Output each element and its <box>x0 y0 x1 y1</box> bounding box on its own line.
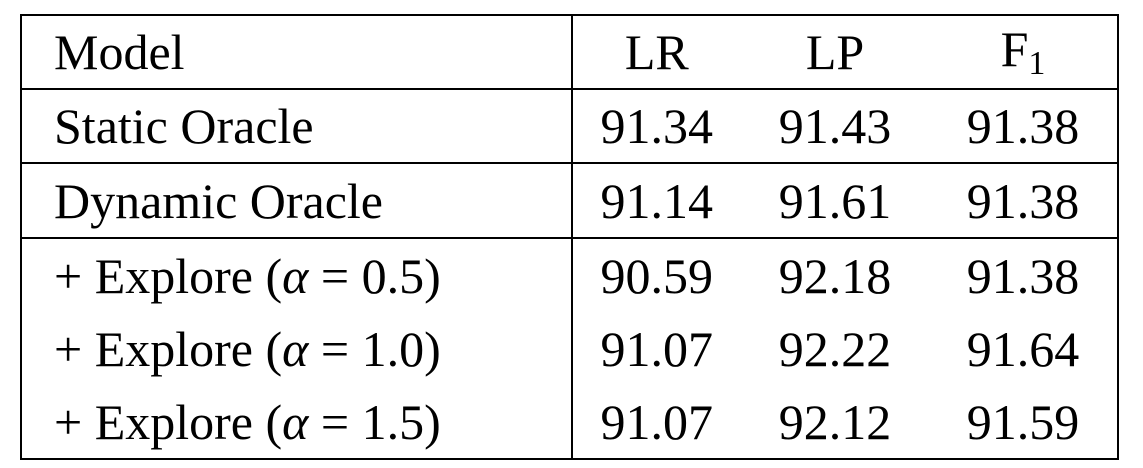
lr-value: 91.34 <box>571 89 742 164</box>
alpha-value: 0.5 <box>361 247 425 304</box>
lp-value: 92.22 <box>778 320 892 377</box>
alpha-value: 1.5 <box>361 393 425 450</box>
model-name: + Explore (α = 0.5) <box>21 238 573 312</box>
header-f1-subscript: 1 <box>1028 44 1046 82</box>
lp-value: 91.43 <box>741 89 929 164</box>
f1-value: 91.38 <box>928 163 1118 239</box>
header-lp: LP <box>741 15 929 90</box>
alpha-symbol: α <box>282 393 309 450</box>
equals-sign: = <box>308 320 362 377</box>
alpha-symbol: α <box>282 247 309 304</box>
table-row: Static Oracle 91.34 91.43 91.38 <box>21 89 1118 164</box>
table-row: + Explore (α = 1.5) 91.07 92.12 91.59 <box>21 385 1118 459</box>
alpha-symbol: α <box>282 320 309 377</box>
model-name: + Explore (α = 1.0) <box>21 312 573 385</box>
lr-value: 91.14 <box>571 163 742 239</box>
f1-value: 91.38 <box>966 247 1080 304</box>
table-row: + Explore (α = 1.0) 91.07 92.22 91.64 <box>21 312 1118 385</box>
model-prefix: + Explore ( <box>54 320 283 377</box>
results-table: Model LR LP F1 Static Oracle 91.34 91.43… <box>20 14 1119 460</box>
model-name: Dynamic Oracle <box>21 163 573 239</box>
alpha-value: 1.0 <box>361 320 425 377</box>
model-suffix: ) <box>424 393 441 450</box>
lr-value: 91.07 <box>600 320 714 377</box>
lr-value: 91.07 <box>600 393 714 450</box>
table-row: + Explore (α = 0.5) 90.59 92.18 91.38 <box>21 238 1118 312</box>
lp-value: 92.18 <box>778 247 892 304</box>
equals-sign: = <box>308 247 362 304</box>
model-name: Static Oracle <box>21 89 573 164</box>
model-suffix: ) <box>424 320 441 377</box>
header-model: Model <box>21 15 573 90</box>
lp-value: 91.61 <box>741 163 929 239</box>
f1-value-best: 91.64 <box>966 320 1080 377</box>
model-name: + Explore (α = 1.5) <box>21 385 573 459</box>
header-f1: F1 <box>928 15 1118 90</box>
f1-value: 91.59 <box>966 393 1080 450</box>
header-f1-base: F <box>1000 20 1029 77</box>
equals-sign: = <box>308 393 362 450</box>
model-prefix: + Explore ( <box>54 247 283 304</box>
model-prefix: + Explore ( <box>54 393 283 450</box>
table-row: Dynamic Oracle 91.14 91.61 91.38 <box>21 163 1118 239</box>
lr-value: 90.59 <box>600 247 714 304</box>
f1-value: 91.38 <box>928 89 1118 164</box>
model-suffix: ) <box>424 247 441 304</box>
header-lr: LR <box>571 15 742 90</box>
header-row: Model LR LP F1 <box>21 15 1118 90</box>
lp-value: 92.12 <box>778 393 892 450</box>
